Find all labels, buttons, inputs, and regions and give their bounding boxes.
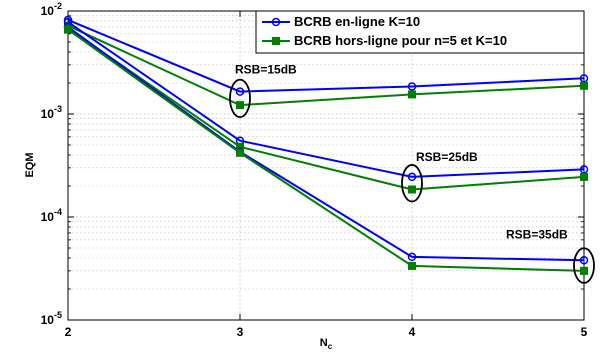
- x-tick-label: 5: [581, 325, 588, 339]
- data-point-circle: [407, 172, 417, 182]
- annotation-ellipse: [401, 164, 423, 203]
- series-line-g2-s1: [67, 28, 585, 272]
- legend-label-0: BCRB en-ligne K=10: [294, 14, 420, 29]
- y-tick-label-exponent: -5: [54, 310, 62, 320]
- series-line-g1-s1: [67, 27, 585, 191]
- y-tick-label-base: 10: [41, 107, 55, 121]
- data-point-circle: [579, 165, 589, 174]
- series-line-g0-s0: [67, 18, 585, 93]
- legend-label-1: BCRB hors-ligne pour n=5 et K=10: [294, 33, 507, 48]
- data-point-circle: [579, 256, 589, 265]
- x-tick-label: 2: [65, 325, 72, 339]
- legend: BCRB en-ligne K=10 BCRB hors-ligne pour …: [255, 10, 585, 54]
- y-tick-label-exponent: -4: [54, 207, 62, 217]
- data-point-square: [408, 90, 416, 99]
- data-point-square: [408, 261, 416, 270]
- annotations-layer: RSB=15dB RSB=25dB RSB=35dB: [229, 63, 595, 284]
- series-line-g1-s0: [67, 21, 585, 178]
- series-layer: [63, 15, 589, 275]
- x-axis-label: Nc: [320, 337, 333, 351]
- y-tick-label: 10-5: [41, 310, 62, 327]
- y-tick-label-base: 10: [41, 313, 55, 327]
- x-axis-label-main: N: [320, 337, 328, 349]
- y-tick-label-base: 10: [41, 4, 55, 18]
- y-tick-label-exponent: -3: [54, 104, 62, 114]
- data-point-square: [64, 25, 72, 34]
- annotation-label: RSB=25dB: [416, 150, 478, 164]
- data-point-circle: [407, 82, 417, 91]
- data-point-square: [580, 266, 588, 275]
- legend-box: [255, 10, 585, 54]
- plot-area: [68, 11, 584, 320]
- y-axis-ticks: 10-510-410-310-2: [41, 1, 584, 327]
- x-tick-label: 4: [409, 325, 416, 339]
- y-tick-label-base: 10: [41, 210, 55, 224]
- annotation-label: RSB=15dB: [235, 63, 297, 77]
- data-point-circle: [235, 87, 245, 96]
- y-tick-label: 10-2: [41, 1, 62, 18]
- x-tick-label: 3: [237, 325, 244, 339]
- y-axis-label: EQM: [24, 152, 36, 177]
- data-point-square: [580, 172, 588, 181]
- y-tick-label-exponent: -2: [54, 1, 62, 11]
- x-axis-label-sub: c: [328, 342, 333, 351]
- data-point-circle: [407, 252, 417, 262]
- y-tick-label: 10-4: [41, 207, 62, 224]
- data-point-square: [236, 101, 244, 110]
- series-line-g0-s1: [67, 24, 585, 107]
- data-point-square: [236, 148, 244, 157]
- annotation-ellipse: [229, 78, 251, 119]
- series-line-g2-s0: [67, 26, 585, 262]
- data-point-square: [580, 81, 588, 90]
- legend-marker-1: [272, 37, 280, 45]
- legend-marker-0: [271, 17, 281, 27]
- annotation-ellipse: [573, 247, 595, 284]
- data-point-square: [408, 185, 416, 194]
- y-tick-label: 10-3: [41, 104, 62, 121]
- annotation-label: RSB=35dB: [506, 227, 568, 241]
